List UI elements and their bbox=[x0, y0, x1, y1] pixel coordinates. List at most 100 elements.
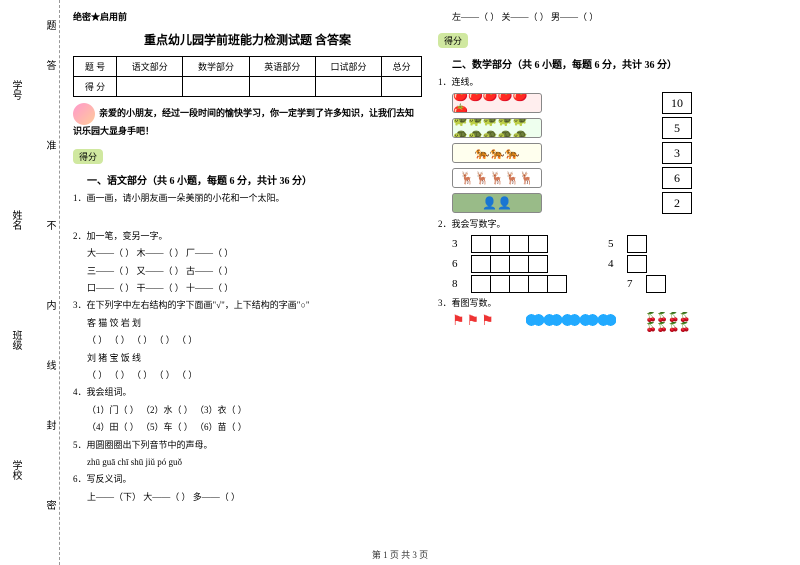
part1-heading: 一、语文部分（共 6 小题，每题 6 分，共计 36 分） bbox=[73, 172, 422, 187]
match-pic: 🍅🍅🍅🍅🍅🍅 bbox=[452, 93, 542, 113]
left-column: 绝密★启用前 重点幼儿园学前班能力检测试题 含答案 题 号 语文部分 数学部分 … bbox=[65, 10, 430, 550]
q3b: （ ） （ ） （ ） （ ） （ ） bbox=[73, 333, 422, 347]
q3a: 客 猫 饺 岩 划 bbox=[73, 316, 422, 330]
p2q3: 3．看图写数。 bbox=[438, 296, 787, 310]
match-pic: 🐅🐅🐅 bbox=[452, 143, 542, 163]
match-num: 3 bbox=[662, 142, 692, 164]
score-badge-2: 得分 bbox=[438, 33, 468, 48]
intro-text: 亲爱的小朋友，经过一段时间的愉快学习，你一定学到了许多知识，让我们去知识乐园大显… bbox=[73, 103, 422, 139]
part2-heading: 二、数学部分（共 6 小题，每题 6 分，共计 36 分） bbox=[438, 56, 787, 71]
q6a: 上——（下） 大——（ ） 多——（ ） bbox=[73, 490, 422, 504]
field-xuehao: 学号 bbox=[8, 80, 23, 100]
q2c: 口——（ ） 干——（ ） 十——（ ） bbox=[73, 281, 422, 295]
q4b: （4）田（ ） （5）车（ ） （6）苗（ ） bbox=[73, 420, 422, 434]
match-row: 🐅🐅🐅 3 bbox=[452, 142, 787, 164]
q5a: zhū guā chī shū jiǔ pó guǒ bbox=[73, 455, 422, 469]
top-row: 左——（ ） 关——（ ） 男——（ ） bbox=[438, 10, 787, 23]
p2q1: 1．连线。 bbox=[438, 75, 787, 89]
grid-label: 8 bbox=[452, 278, 472, 290]
q5: 5．用圆圈圈出下列音节中的声母。 bbox=[73, 438, 422, 452]
fruits-icon: 🍒🍒🍒🍒🍒🍒🍒🍒 bbox=[646, 313, 691, 333]
page-content: 绝密★启用前 重点幼儿园学前班能力检测试题 含答案 题 号 语文部分 数学部分 … bbox=[65, 10, 795, 550]
secret-label: 绝密★启用前 bbox=[73, 10, 422, 23]
th-3: 英语部分 bbox=[249, 57, 315, 77]
grid-cell bbox=[627, 255, 647, 273]
grid-cell bbox=[471, 275, 491, 293]
mark-xian: 线 bbox=[42, 360, 57, 370]
mark-mi: 密 bbox=[42, 500, 57, 510]
match-area: 🍅🍅🍅🍅🍅🍅10 🐢🐢🐢🐢🐢🐢🐢🐢🐢🐢 5 🐅🐅🐅 3 🦌🦌🦌🦌🦌 6 👤👤 2 bbox=[438, 92, 787, 214]
match-row: 🍅🍅🍅🍅🍅🍅10 bbox=[452, 92, 787, 114]
grid-cell bbox=[490, 255, 510, 273]
q1: 1．画一画，请小朋友画一朵美丽的小花和一个太阳。 bbox=[73, 191, 422, 205]
butterflies-icon bbox=[526, 313, 616, 330]
match-pic: 🐢🐢🐢🐢🐢🐢🐢🐢🐢🐢 bbox=[452, 118, 542, 138]
right-column: 左——（ ） 关——（ ） 男——（ ） 得分 二、数学部分（共 6 小题，每题… bbox=[430, 10, 795, 550]
grid-label: 7 bbox=[627, 278, 647, 290]
grid-label: 5 bbox=[608, 238, 628, 250]
q3c: 刘 猪 宝 饭 线 bbox=[73, 351, 422, 365]
cartoon-icon bbox=[73, 103, 95, 125]
p2q2: 2．我会写数字。 bbox=[438, 217, 787, 231]
grid-label: 3 bbox=[452, 238, 472, 250]
grid-cell bbox=[547, 275, 567, 293]
page-footer: 第 1 页 共 3 页 bbox=[0, 548, 800, 561]
th-4: 口试部分 bbox=[315, 57, 381, 77]
th-0: 题 号 bbox=[74, 57, 117, 77]
q6: 6．写反义词。 bbox=[73, 472, 422, 486]
grid-cell bbox=[528, 235, 548, 253]
binding-sidebar: 学号 姓名 班级 学校 题 答 准 不 内 线 封 密 bbox=[0, 0, 60, 565]
match-pic: 🦌🦌🦌🦌🦌 bbox=[452, 168, 542, 188]
q3d: （ ） （ ） （ ） （ ） （ ） bbox=[73, 368, 422, 382]
pic-count-row: ⚑⚑⚑ 🍒🍒🍒🍒🍒🍒🍒🍒 bbox=[438, 313, 787, 333]
grid-cell bbox=[627, 235, 647, 253]
grid-cell bbox=[509, 275, 529, 293]
number-grid: 356487 bbox=[438, 235, 787, 293]
match-pic: 👤👤 bbox=[452, 193, 542, 213]
grid-row: 35 bbox=[452, 235, 787, 253]
mark-nei: 内 bbox=[42, 300, 57, 310]
match-num: 2 bbox=[662, 192, 692, 214]
th-5: 总分 bbox=[382, 57, 422, 77]
q4: 4．我会组词。 bbox=[73, 385, 422, 399]
grid-cell bbox=[471, 255, 491, 273]
mark-da: 答 bbox=[42, 60, 57, 70]
grid-row: 87 bbox=[452, 275, 787, 293]
mark-bu: 不 bbox=[42, 220, 57, 230]
field-xingming: 姓名 bbox=[8, 210, 23, 230]
match-row: 🦌🦌🦌🦌🦌 6 bbox=[452, 167, 787, 189]
grid-label: 6 bbox=[452, 258, 472, 270]
grid-cell bbox=[509, 255, 529, 273]
grid-cell bbox=[528, 275, 548, 293]
grid-cell bbox=[471, 235, 491, 253]
grid-row: 64 bbox=[452, 255, 787, 273]
q2a: 大——（ ） 木——（ ） 厂——（ ） bbox=[73, 246, 422, 260]
match-row: 👤👤 2 bbox=[452, 192, 787, 214]
field-xuexiao: 学校 bbox=[8, 460, 23, 480]
grid-cell bbox=[490, 235, 510, 253]
grid-cell bbox=[528, 255, 548, 273]
grid-cell bbox=[646, 275, 666, 293]
q4a: （1）门（ ） （2）水（ ） （3）衣（ ） bbox=[73, 403, 422, 417]
mark-feng: 封 bbox=[42, 420, 57, 430]
match-num: 6 bbox=[662, 167, 692, 189]
mark-ti: 题 bbox=[42, 20, 57, 30]
q3: 3．在下列字中左右结构的字下面画"√"，上下结构的字画"○" bbox=[73, 298, 422, 312]
flags-icon: ⚑⚑⚑ bbox=[452, 313, 496, 330]
th-1: 语文部分 bbox=[117, 57, 183, 77]
mark-zhun: 准 bbox=[42, 140, 57, 150]
grid-label: 4 bbox=[608, 258, 628, 270]
q2: 2．加一笔，变另一字。 bbox=[73, 229, 422, 243]
row2-label: 得 分 bbox=[74, 77, 117, 97]
th-2: 数学部分 bbox=[183, 57, 249, 77]
exam-title: 重点幼儿园学前班能力检测试题 含答案 bbox=[73, 31, 422, 48]
grid-cell bbox=[490, 275, 510, 293]
grid-cell bbox=[509, 235, 529, 253]
field-banji: 班级 bbox=[8, 330, 23, 350]
match-row: 🐢🐢🐢🐢🐢🐢🐢🐢🐢🐢 5 bbox=[452, 117, 787, 139]
intro-body: 亲爱的小朋友，经过一段时间的愉快学习，你一定学到了许多知识，让我们去知识乐园大显… bbox=[73, 108, 414, 136]
score-badge-1: 得分 bbox=[73, 149, 103, 164]
score-table: 题 号 语文部分 数学部分 英语部分 口试部分 总分 得 分 bbox=[73, 56, 422, 97]
q2b: 三——（ ） 又——（ ） 古——（ ） bbox=[73, 264, 422, 278]
match-num: 5 bbox=[662, 117, 692, 139]
